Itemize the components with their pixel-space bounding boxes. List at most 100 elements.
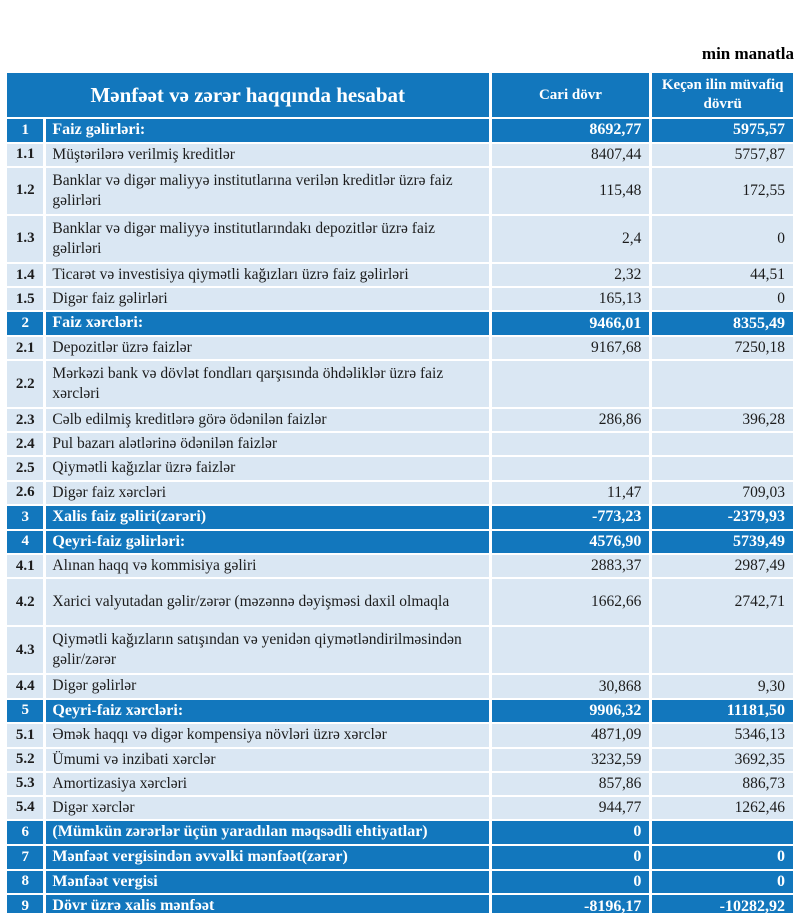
- current-period-value: 857,86: [491, 772, 650, 795]
- previous-period-value: 886,73: [652, 772, 793, 795]
- table-row: 5 Qeyri-faiz xərcləri: 9906,32 11181,50: [7, 699, 793, 723]
- row-label: Mənfəət vergisi: [46, 870, 489, 894]
- row-label: Cəlb edilmiş kreditlərə görə ödənilən fa…: [46, 409, 489, 432]
- row-label: Digər xərclər: [46, 796, 489, 819]
- row-number: 5: [7, 699, 44, 723]
- previous-period-value: 9,30: [652, 675, 793, 698]
- row-number: 1.1: [7, 143, 44, 166]
- table-row: 5.4 Digər xərclər 944,77 1262,46: [7, 796, 793, 819]
- table-row: 1.4 Ticarət və investisiya qiymətli kağız…: [7, 263, 793, 287]
- row-number: 5.3: [7, 772, 44, 795]
- table-body: 1 Faiz gəlirləri: 8692,77 5975,57 1.1 Müştəri…: [7, 119, 793, 913]
- table-row: 2.2 Mərkəzi bank və dövlət fondları qarşı…: [7, 361, 793, 408]
- column-header-previous-period: Keçən ilin müvafiq dövrü: [652, 73, 793, 117]
- current-period-value: 0: [491, 820, 650, 844]
- current-period-value: 4576,90: [491, 530, 650, 554]
- current-period-value: 8407,44: [491, 143, 650, 166]
- table-row: 2.3 Cəlb edilmiş kreditlərə görə ödənilən…: [7, 409, 793, 432]
- row-number: 4.1: [7, 555, 44, 578]
- report-title: Mənfəət və zərər haqqında hesabat: [7, 73, 489, 117]
- current-period-value: 0: [491, 870, 650, 894]
- row-number: 1.3: [7, 215, 44, 262]
- row-number: 4.3: [7, 627, 44, 674]
- previous-period-value: 1262,46: [652, 796, 793, 819]
- current-period-value: 165,13: [491, 288, 650, 311]
- row-label: Xarici valyutadan gəlir/zərər (məzənnə d…: [46, 579, 489, 626]
- row-label: Faiz gəlirləri:: [46, 119, 489, 142]
- table-row: 2.4 Pul bazarı alətlərinə ödənilən faizlə…: [7, 433, 793, 456]
- row-label: Digər faiz gəlirləri: [46, 288, 489, 311]
- previous-period-value: 0: [652, 215, 793, 262]
- current-period-value: [491, 457, 650, 480]
- row-number: 2.6: [7, 481, 44, 504]
- previous-period-value: [652, 627, 793, 674]
- current-period-value: [491, 627, 650, 674]
- row-label: Faiz xərcləri:: [46, 312, 489, 336]
- row-number: 8: [7, 870, 44, 894]
- row-label: Əmək haqqı və digər kompensiya növləri ü…: [46, 724, 489, 747]
- row-label: Digər gəlirlər: [46, 675, 489, 698]
- current-period-value: -8196,17: [491, 895, 650, 913]
- current-period-value: 1662,66: [491, 579, 650, 626]
- current-period-value: 2,32: [491, 263, 650, 287]
- previous-period-value: 2987,49: [652, 555, 793, 578]
- row-label: Depozitlər üzrə faizlər: [46, 337, 489, 360]
- previous-period-value: 3692,35: [652, 748, 793, 771]
- row-number: 5.2: [7, 748, 44, 771]
- row-number: 1.2: [7, 167, 44, 214]
- row-number: 2.4: [7, 433, 44, 456]
- row-number: 4: [7, 530, 44, 554]
- table-row: 2.1 Depozitlər üzrə faizlər 9167,68 7250,18: [7, 337, 793, 360]
- previous-period-value: [652, 361, 793, 408]
- row-number: 4.2: [7, 579, 44, 626]
- column-header-current-period: Cari dövr: [491, 73, 650, 117]
- table-row: 1 Faiz gəlirləri: 8692,77 5975,57: [7, 119, 793, 142]
- table-row: 5.3 Amortizasiya xərcləri 857,86 886,73: [7, 772, 793, 795]
- row-label: Xalis faiz gəliri(zərəri): [46, 505, 489, 529]
- current-period-value: 30,868: [491, 675, 650, 698]
- previous-period-value: [652, 820, 793, 844]
- current-period-value: 286,86: [491, 409, 650, 432]
- current-period-value: 3232,59: [491, 748, 650, 771]
- previous-period-value: 5975,57: [652, 119, 793, 142]
- previous-period-value: 5739,49: [652, 530, 793, 554]
- previous-period-value: 0: [652, 870, 793, 894]
- row-label: Müştərilərə verilmiş kreditlər: [46, 143, 489, 166]
- current-period-value: -773,23: [491, 505, 650, 529]
- row-number: 6: [7, 820, 44, 844]
- row-label: Mərkəzi bank və dövlət fondları qarşısın…: [46, 361, 489, 408]
- previous-period-value: 7250,18: [652, 337, 793, 360]
- current-period-value: [491, 361, 650, 408]
- table-row: 1.3 Banklar və digər maliyyə institutları…: [7, 215, 793, 262]
- current-period-value: 9167,68: [491, 337, 650, 360]
- row-number: 2.2: [7, 361, 44, 408]
- row-label: (Mümkün zərərlər üçün yaradılan məqsədli…: [46, 820, 489, 844]
- row-number: 1: [7, 119, 44, 142]
- previous-period-value: 709,03: [652, 481, 793, 504]
- row-label: Banklar və digər maliyyə institutlarına …: [46, 167, 489, 214]
- current-period-value: 4871,09: [491, 724, 650, 747]
- table-row: 2 Faiz xərcləri: 9466,01 8355,49: [7, 312, 793, 336]
- previous-period-value: 8355,49: [652, 312, 793, 336]
- row-number: 2.3: [7, 409, 44, 432]
- row-number: 3: [7, 505, 44, 529]
- current-period-value: 8692,77: [491, 119, 650, 142]
- table-row: 5.2 Ümumi və inzibati xərclər 3232,59 3692,…: [7, 748, 793, 771]
- table-row: 8 Mənfəət vergisi 0 0: [7, 870, 793, 894]
- row-number: 2.1: [7, 337, 44, 360]
- table-row: 1.5 Digər faiz gəlirləri 165,13 0: [7, 288, 793, 311]
- table-row: 4.1 Alınan haqq və kommisiya gəliri 2883,3…: [7, 555, 793, 578]
- previous-period-value: [652, 433, 793, 456]
- row-number: 9: [7, 895, 44, 913]
- current-period-value: 11,47: [491, 481, 650, 504]
- table-row: 1.2 Banklar və digər maliyyə institutları…: [7, 167, 793, 214]
- row-number: 1.5: [7, 288, 44, 311]
- previous-period-value: -2379,93: [652, 505, 793, 529]
- previous-period-value: 11181,50: [652, 699, 793, 723]
- table-row: 4 Qeyri-faiz gəlirləri: 4576,90 5739,49: [7, 530, 793, 554]
- previous-period-value: 0: [652, 845, 793, 869]
- previous-period-value: 2742,71: [652, 579, 793, 626]
- row-number: 1.4: [7, 263, 44, 287]
- table-row: 9 Dövr üzrə xalis mənfəət -8196,17 -10282,9…: [7, 895, 793, 913]
